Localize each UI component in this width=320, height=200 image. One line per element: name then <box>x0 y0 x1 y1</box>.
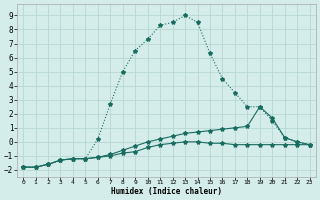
X-axis label: Humidex (Indice chaleur): Humidex (Indice chaleur) <box>111 187 222 196</box>
